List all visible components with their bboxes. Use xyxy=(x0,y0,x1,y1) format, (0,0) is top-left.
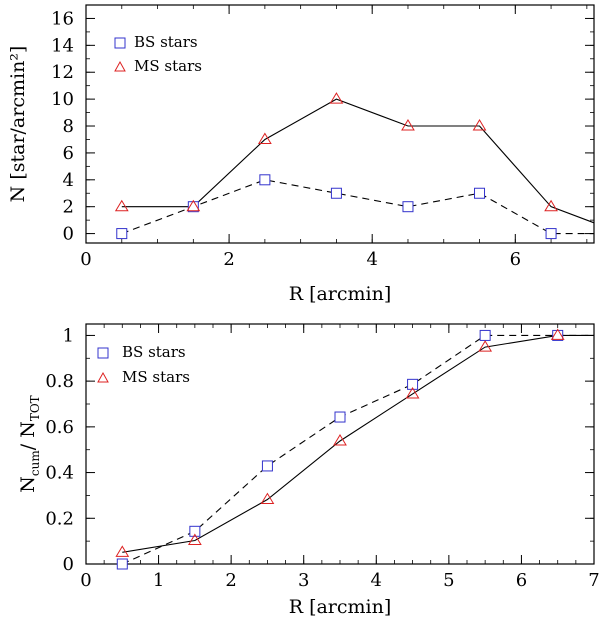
top-panel: 0 2 4 6 0 2 4 6 8 10 12 14 16 BS stars MS stars R [a… xyxy=(7,4,595,305)
x-tick-label: 4 xyxy=(366,249,377,270)
top-x-axis-label: R [arcmin] xyxy=(289,283,392,305)
ms-point xyxy=(472,119,487,131)
series-line-ms xyxy=(121,98,595,224)
ms-point xyxy=(401,119,415,131)
ms-point xyxy=(187,533,202,545)
ms-point xyxy=(260,492,275,505)
top-series-lines xyxy=(121,98,595,235)
series-line-bs xyxy=(122,334,594,565)
bs-point xyxy=(116,228,128,240)
top-ticks: 0 2 4 6 0 2 4 6 8 10 12 14 16 xyxy=(51,4,594,270)
legend-ms-label: MS stars xyxy=(122,368,190,386)
y-tick-label: 12 xyxy=(51,62,74,83)
y-tick-label: 2 xyxy=(63,197,74,218)
y-tick-label: 0.4 xyxy=(45,463,74,484)
ms-point xyxy=(257,132,272,144)
y-label-sub-tot: TOT xyxy=(28,395,42,421)
bs-point xyxy=(116,558,128,570)
legend-bs-marker xyxy=(97,347,109,359)
top-legend: BS stars MS stars xyxy=(114,33,202,75)
x-tick-label: 0 xyxy=(80,249,91,270)
x-tick-label: 3 xyxy=(298,570,309,591)
y-label-n: N xyxy=(17,476,39,493)
bs-point xyxy=(407,378,419,390)
y-tick-label: 10 xyxy=(51,89,74,110)
bottom-x-axis-label: R [arcmin] xyxy=(289,596,392,618)
x-tick-label: 0 xyxy=(80,570,91,591)
bottom-series-lines xyxy=(122,334,594,565)
x-tick-label: 2 xyxy=(225,570,236,591)
bottom-y-axis-label: Ncum/ NTOT xyxy=(17,395,42,492)
bs-point xyxy=(545,228,557,240)
y-tick-label: 0.8 xyxy=(45,371,74,392)
legend-ms-marker xyxy=(97,371,109,383)
x-tick-label: 4 xyxy=(371,570,382,591)
bs-point xyxy=(334,411,346,423)
top-plot-frame xyxy=(85,4,595,244)
bs-point xyxy=(330,187,342,199)
ms-point xyxy=(550,328,565,340)
legend-ms-label: MS stars xyxy=(134,57,202,75)
ms-point xyxy=(329,92,344,104)
bs-point xyxy=(261,460,273,472)
ms-point xyxy=(333,434,347,446)
ms-point xyxy=(544,199,558,212)
y-tick-label: 16 xyxy=(51,8,74,29)
series-line-ms xyxy=(122,334,594,553)
x-tick-label: 6 xyxy=(516,570,527,591)
bottom-ticks: 0 1 2 3 4 5 6 7 0 0.2 0.4 0.6 0.8 1 xyxy=(45,324,600,591)
y-tick-label: 0 xyxy=(63,554,74,575)
bs-point xyxy=(552,329,564,341)
y-label-sub-cum: cum xyxy=(28,450,42,476)
bs-point xyxy=(402,201,414,213)
x-tick-label: 7 xyxy=(588,570,599,591)
x-tick-label: 1 xyxy=(153,570,164,591)
y-tick-label: 4 xyxy=(63,170,74,191)
y-label-mid: / N xyxy=(17,421,39,450)
ms-point xyxy=(114,199,129,212)
legend-ms-marker xyxy=(114,60,126,72)
bs-point xyxy=(189,525,201,537)
ms-point xyxy=(186,199,201,212)
x-tick-label: 2 xyxy=(223,249,234,270)
series-line-bs xyxy=(121,179,594,235)
y-tick-label: 6 xyxy=(63,143,74,164)
bs-point xyxy=(187,201,199,213)
legend-bs-label: BS stars xyxy=(134,33,198,51)
x-tick-label: 5 xyxy=(443,570,454,591)
ms-point xyxy=(115,545,130,557)
y-tick-label: 0 xyxy=(63,224,74,245)
bottom-legend: BS stars MS stars xyxy=(97,343,190,386)
x-tick-label: 6 xyxy=(510,249,521,270)
y-tick-label: 14 xyxy=(51,35,74,56)
bottom-markers xyxy=(115,328,565,570)
ms-point xyxy=(405,386,420,399)
top-markers xyxy=(114,92,558,240)
bs-point xyxy=(474,187,486,199)
y-tick-label: 8 xyxy=(63,116,74,137)
ms-point xyxy=(478,340,493,352)
y-tick-label: 1 xyxy=(63,325,74,346)
y-tick-label: 0.6 xyxy=(45,417,74,438)
bs-point xyxy=(479,329,491,341)
top-y-axis-label: N [star/arcmin²] xyxy=(7,46,29,203)
legend-bs-label: BS stars xyxy=(122,343,186,361)
bottom-panel: 0 1 2 3 4 5 6 7 0 0.2 0.4 0.6 0.8 1 BS stars MS stars… xyxy=(17,323,600,618)
y-tick-label: 0.2 xyxy=(45,508,74,529)
bs-point xyxy=(259,174,271,186)
legend-bs-marker xyxy=(114,37,126,49)
